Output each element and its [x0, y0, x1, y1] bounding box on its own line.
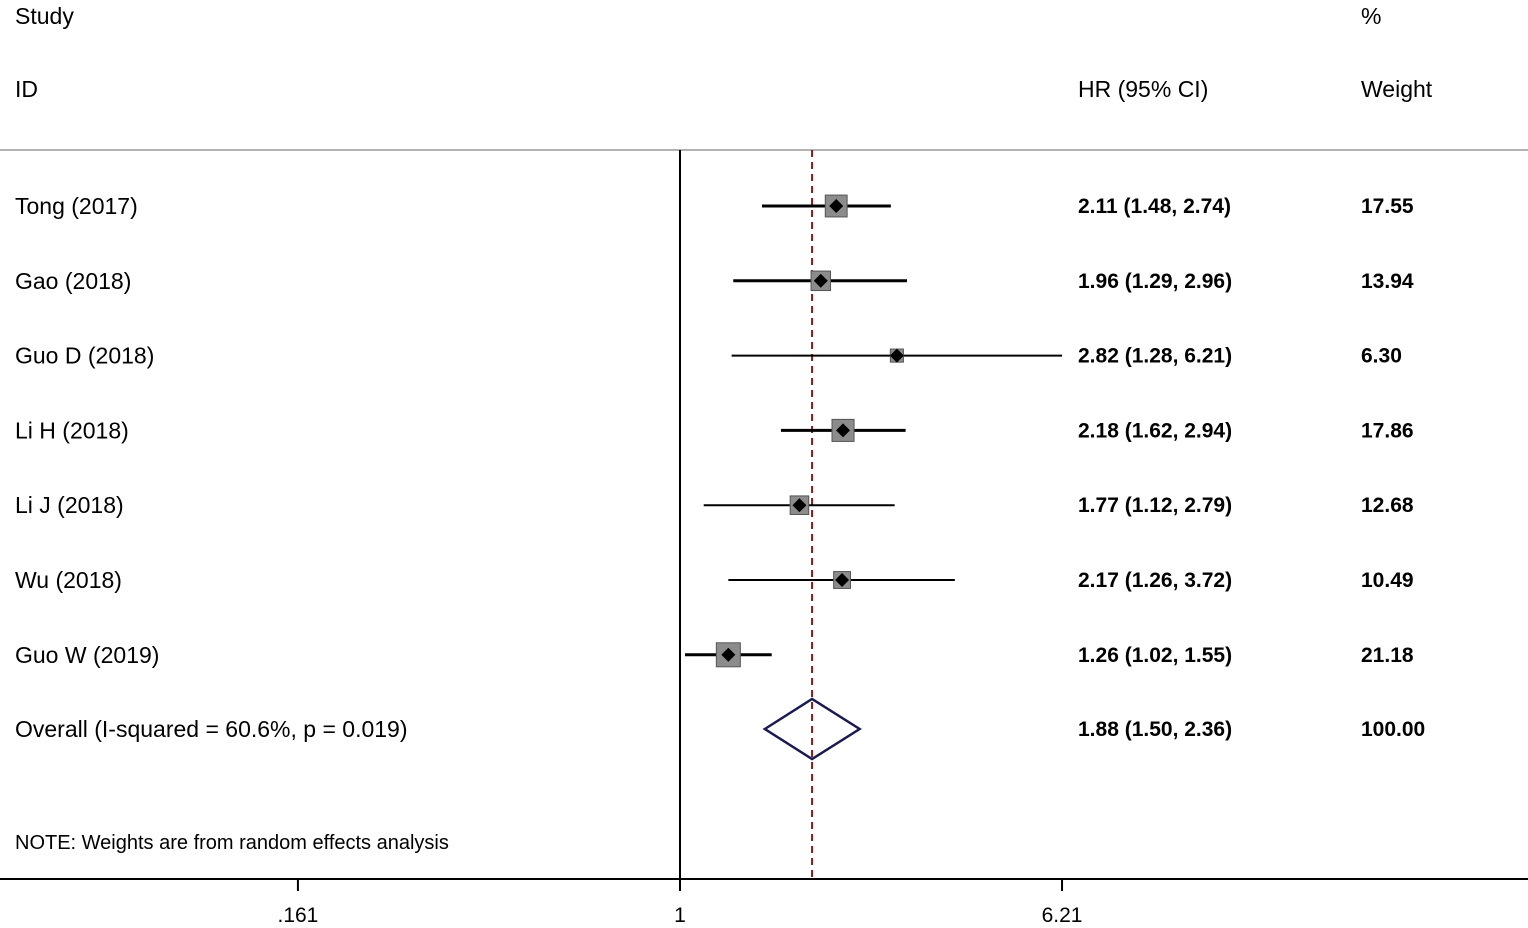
- hr-ci-value: 1.96 (1.29, 2.96): [1078, 270, 1232, 293]
- overall-label: Overall (I-squared = 60.6%, p = 0.019): [15, 716, 408, 742]
- study-name: Wu (2018): [15, 567, 122, 593]
- point-estimate: [835, 573, 850, 587]
- weight-value: 6.30: [1361, 345, 1402, 368]
- study-row: Guo D (2018) 2.82 (1.28, 6.21) 6.30: [15, 343, 1402, 369]
- hr-ci-value: 2.18 (1.62, 2.94): [1078, 419, 1232, 442]
- study-row: Wu (2018) 2.17 (1.26, 3.72) 10.49: [15, 567, 1414, 593]
- overall-diamond: [762, 697, 862, 761]
- study-name: Tong (2017): [15, 193, 138, 219]
- weight-value: 12.68: [1361, 494, 1414, 517]
- header-percent-label: %: [1361, 3, 1381, 29]
- study-row: Li J (2018) 1.77 (1.12, 2.79) 12.68: [15, 492, 1414, 518]
- x-axis: .161 1 6.21: [0, 878, 1528, 927]
- x-tick-label: 1: [674, 904, 686, 927]
- overall-group: Overall (I-squared = 60.6%, p = 0.019) 1.…: [15, 697, 1425, 761]
- study-row: Li H (2018) 2.18 (1.62, 2.94) 17.86: [15, 417, 1414, 443]
- weight-value: 17.86: [1361, 419, 1414, 442]
- weight-value: 13.94: [1361, 270, 1414, 293]
- study-name: Guo D (2018): [15, 343, 154, 369]
- study-name: Li H (2018): [15, 417, 129, 443]
- hr-ci-value: 2.82 (1.28, 6.21): [1078, 345, 1232, 368]
- weight-value: 21.18: [1361, 644, 1414, 667]
- study-row: Guo W (2019) 1.26 (1.02, 1.55) 21.18: [15, 642, 1414, 668]
- x-tick-label: 6.21: [1042, 904, 1083, 927]
- study-row: Tong (2017) 2.11 (1.48, 2.74) 17.55: [15, 193, 1414, 219]
- header-estimate-label: HR (95% CI): [1078, 76, 1208, 102]
- studies-group: Tong (2017) 2.11 (1.48, 2.74) 17.55 Gao (20…: [15, 193, 1414, 668]
- hr-ci-value: 1.26 (1.02, 1.55): [1078, 644, 1232, 667]
- point-estimate: [889, 348, 904, 363]
- point-estimate: [836, 423, 851, 438]
- hr-ci-value: 1.77 (1.12, 2.79): [1078, 494, 1232, 517]
- study-name: Li J (2018): [15, 492, 124, 518]
- point-estimate: [721, 647, 736, 662]
- hr-ci-value: 2.11 (1.48, 2.74): [1078, 195, 1231, 218]
- header-weight-label: Weight: [1361, 76, 1433, 102]
- note-text: NOTE: Weights are from random effects an…: [15, 832, 449, 854]
- study-name: Gao (2018): [15, 268, 131, 294]
- weight-value: 17.55: [1361, 195, 1414, 218]
- overall-hr-ci-value: 1.88 (1.50, 2.36): [1078, 718, 1232, 741]
- hr-ci-value: 2.17 (1.26, 3.72): [1078, 569, 1232, 592]
- header-id-label: ID: [15, 76, 38, 102]
- point-estimate: [813, 273, 828, 288]
- x-tick-label: .161: [277, 904, 318, 927]
- weight-value: 10.49: [1361, 569, 1414, 592]
- overall-weight-value: 100.00: [1361, 718, 1425, 741]
- study-row: Gao (2018) 1.96 (1.29, 2.96) 13.94: [15, 268, 1414, 294]
- header-study-label: Study: [15, 3, 74, 29]
- point-estimate: [829, 199, 844, 213]
- point-estimate: [792, 498, 807, 513]
- study-name: Guo W (2019): [15, 642, 159, 668]
